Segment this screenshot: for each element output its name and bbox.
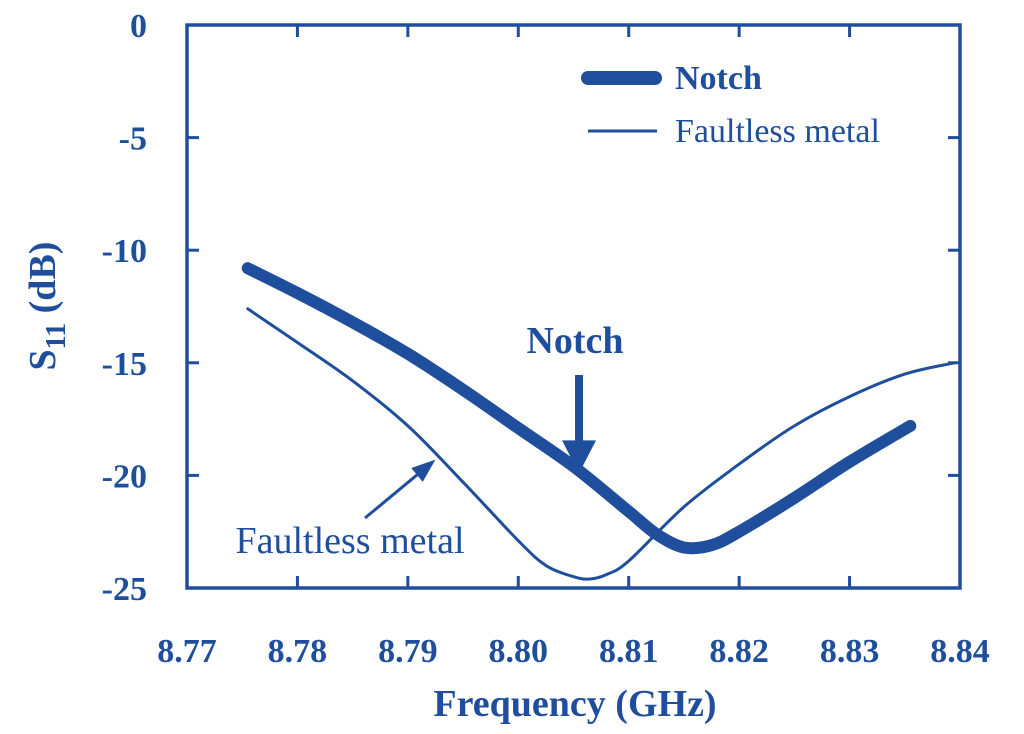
y-tick-label: -25	[102, 571, 147, 608]
series-line-faultless-metal	[246, 307, 956, 581]
x-tick-label: 8.84	[930, 633, 990, 670]
annotation-arrow-head-notch	[562, 440, 597, 474]
x-tick-label: 8.82	[709, 633, 769, 670]
legend-label-faultless-metal: Faultless metal	[675, 113, 880, 150]
legend-label-notch: Notch	[675, 60, 762, 97]
annotation-arrow-shaft-faultless-metal	[364, 473, 418, 520]
y-tick-label: -15	[102, 346, 147, 383]
y-axis-title: S11 (dB)	[22, 242, 72, 371]
y-tick-label: -5	[119, 121, 147, 158]
y-tick-label: -20	[102, 458, 147, 495]
y-axis-title-base: S	[22, 349, 64, 370]
y-tick-label: -10	[102, 233, 147, 270]
annotation-label-faultless-metal: Faultless metal	[235, 520, 464, 562]
x-tick-label: 8.81	[599, 633, 659, 670]
x-tick-label: 8.77	[157, 633, 217, 670]
annotation-arrow-head-faultless-metal	[411, 459, 436, 482]
x-tick-label: 8.80	[489, 633, 549, 670]
x-tick-label: 8.83	[820, 633, 880, 670]
y-tick-label: 0	[130, 8, 147, 45]
plot-frame	[185, 23, 962, 590]
y-axis-title-subscript: 11	[41, 323, 72, 349]
series-line-notch	[241, 262, 917, 555]
x-tick-label: 8.78	[268, 633, 328, 670]
y-axis-title-unit: (dB)	[22, 242, 64, 323]
x-axis-title: Frequency (GHz)	[433, 683, 716, 725]
annotation-label-notch: Notch	[526, 320, 623, 362]
x-tick-label: 8.79	[378, 633, 438, 670]
